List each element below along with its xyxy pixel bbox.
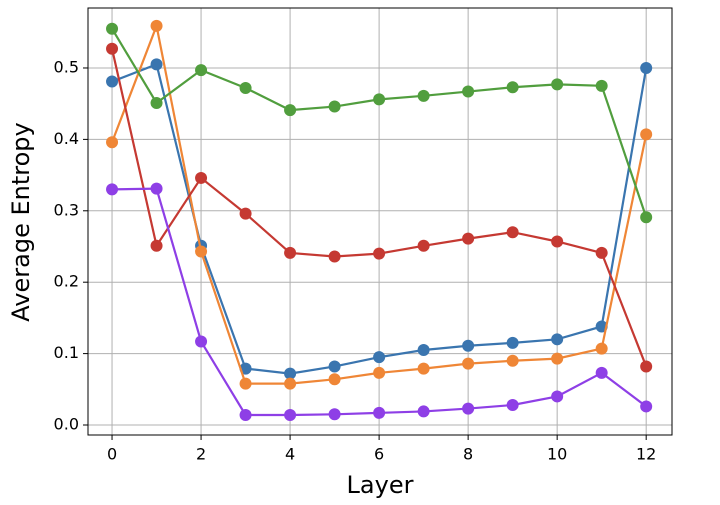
series-marker: [640, 61, 653, 74]
series-marker: [595, 366, 608, 379]
series-marker: [417, 405, 430, 418]
series-marker: [595, 79, 608, 92]
series-marker: [195, 64, 208, 77]
series-marker: [595, 342, 608, 355]
series-marker: [195, 245, 208, 258]
series-marker: [106, 183, 119, 196]
series-marker: [106, 75, 119, 88]
series-marker: [284, 104, 297, 117]
series-marker: [462, 357, 475, 370]
series-marker: [373, 406, 386, 419]
y-tick-label: 0.2: [54, 272, 79, 291]
series-marker: [417, 344, 430, 357]
series-marker: [640, 128, 653, 141]
series-marker: [106, 136, 119, 149]
x-axis-label: Layer: [347, 471, 414, 499]
x-tick-label: 2: [196, 445, 206, 464]
series-marker: [417, 89, 430, 102]
series-marker: [150, 58, 163, 71]
series-marker: [640, 360, 653, 373]
series-marker: [150, 182, 163, 195]
x-tick-label: 8: [463, 445, 473, 464]
series-marker: [506, 336, 519, 349]
series-marker: [195, 171, 208, 184]
x-tick-label: 4: [285, 445, 295, 464]
series-marker: [417, 239, 430, 252]
series-marker: [284, 409, 297, 422]
series-marker: [640, 400, 653, 413]
series-marker: [239, 81, 252, 94]
series-marker: [373, 366, 386, 379]
series-marker: [551, 333, 564, 346]
series-marker: [239, 207, 252, 220]
series-marker: [284, 367, 297, 380]
x-tick-label: 6: [374, 445, 384, 464]
plot-frame: [87, 7, 673, 436]
y-tick-label: 0.3: [54, 200, 79, 219]
series-marker: [150, 19, 163, 32]
series-marker: [150, 96, 163, 109]
series-marker: [417, 362, 430, 375]
y-tick-label: 0.0: [54, 415, 79, 434]
series-marker: [506, 226, 519, 239]
series-marker: [506, 81, 519, 94]
y-tick-label: 0.5: [54, 57, 79, 76]
series-marker: [106, 22, 119, 35]
series-marker: [106, 42, 119, 55]
series-marker: [328, 373, 341, 386]
series-marker: [328, 100, 341, 113]
series-marker: [328, 408, 341, 421]
series-marker: [462, 339, 475, 352]
series-marker: [328, 360, 341, 373]
series-marker: [195, 335, 208, 348]
series-marker: [506, 354, 519, 367]
series-marker: [284, 377, 297, 390]
series-marker: [462, 232, 475, 245]
series-marker: [551, 352, 564, 365]
series-marker: [284, 246, 297, 259]
series-marker: [551, 235, 564, 248]
series-marker: [551, 390, 564, 403]
series-marker: [640, 211, 653, 224]
series-marker: [373, 351, 386, 364]
series-marker: [373, 247, 386, 260]
series-marker: [462, 402, 475, 415]
x-tick-label: 12: [636, 445, 656, 464]
x-tick-label: 10: [547, 445, 567, 464]
series-marker: [551, 78, 564, 91]
series-marker: [328, 250, 341, 263]
x-tick-label: 0: [107, 445, 117, 464]
y-axis-label: Average Entropy: [7, 122, 35, 321]
series-marker: [239, 377, 252, 390]
y-tick-label: 0.4: [54, 129, 79, 148]
series-marker: [595, 246, 608, 259]
series-marker: [506, 399, 519, 412]
series-marker: [239, 409, 252, 422]
series-marker: [462, 85, 475, 98]
series-marker: [150, 239, 163, 252]
series-marker: [373, 93, 386, 106]
y-tick-label: 0.1: [54, 343, 79, 362]
